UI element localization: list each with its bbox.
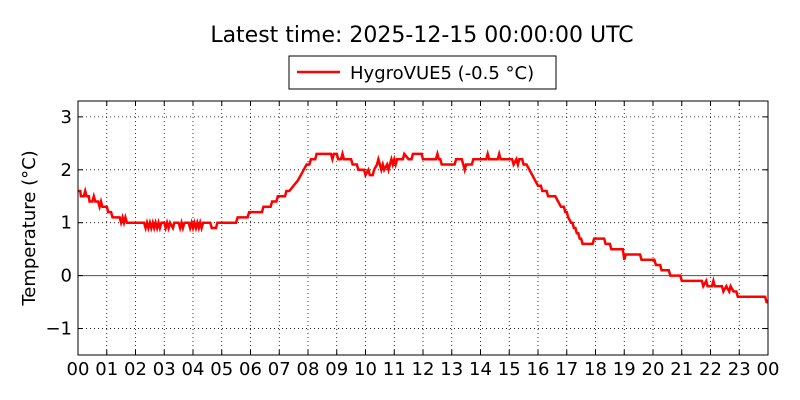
x-tick-label: 15 <box>498 359 521 380</box>
x-tick-label: 04 <box>182 359 205 380</box>
x-tick-label: 18 <box>584 359 607 380</box>
legend-label: HygroVUE5 (-0.5 °C) <box>350 63 534 84</box>
x-tick-label: 13 <box>440 359 463 380</box>
x-tick-label: 21 <box>670 359 693 380</box>
y-tick-label: 3 <box>61 107 72 128</box>
x-tick-label: 00 <box>67 359 90 380</box>
y-tick-label: 2 <box>61 160 72 181</box>
x-tick-label: 19 <box>613 359 636 380</box>
x-tick-label: 00 <box>757 359 780 380</box>
x-tick-label: 12 <box>412 359 435 380</box>
x-tick-label: 10 <box>354 359 377 380</box>
x-tick-label: 17 <box>555 359 578 380</box>
x-tick-label: 14 <box>469 359 492 380</box>
x-tick-label: 02 <box>124 359 147 380</box>
x-tick-label: 08 <box>297 359 320 380</box>
x-tick-label: 01 <box>95 359 118 380</box>
y-tick-label: −1 <box>45 319 72 340</box>
y-tick-label: 1 <box>61 213 72 234</box>
x-tick-label: 16 <box>527 359 550 380</box>
x-tick-label: 11 <box>383 359 406 380</box>
x-tick-label: 06 <box>239 359 262 380</box>
y-tick-label: 0 <box>61 266 72 287</box>
x-tick-label: 09 <box>325 359 348 380</box>
x-tick-label: 05 <box>210 359 233 380</box>
series-line <box>78 149 768 304</box>
plot-area <box>78 101 768 355</box>
chart-title: Latest time: 2025-12-15 00:00:00 UTC <box>210 23 633 48</box>
x-tick-label: 03 <box>153 359 176 380</box>
x-tick-label: 07 <box>268 359 291 380</box>
legend: HygroVUE5 (-0.5 °C) <box>288 55 557 90</box>
y-axis-label: Temperature (°C) <box>19 150 40 306</box>
x-tick-label: 23 <box>728 359 751 380</box>
x-tick-label: 20 <box>642 359 665 380</box>
x-tick-label: 22 <box>699 359 722 380</box>
